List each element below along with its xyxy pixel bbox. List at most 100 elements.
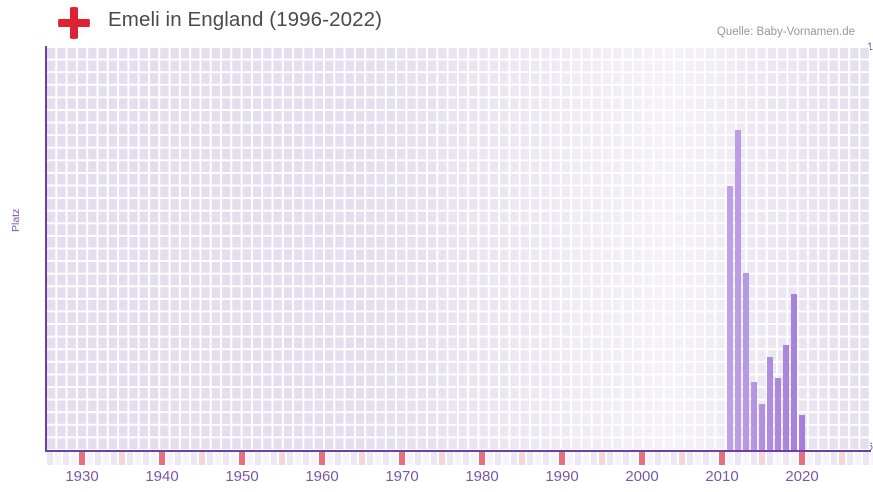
x-strip-decade-1940	[158, 452, 166, 465]
x-strip-cell-1977	[454, 452, 462, 465]
x-strip-cell-1941	[166, 452, 174, 465]
chart-header: Emeli in England (1996-2022) Quelle: Bab…	[0, 0, 873, 44]
england-flag-icon	[58, 7, 90, 39]
x-strip-cell-1939	[150, 452, 158, 465]
x-strip-cell-1976	[446, 452, 454, 465]
x-strip-cell-1988	[542, 452, 550, 465]
x-strip-cell-1961	[326, 452, 334, 465]
x-strip-decade-2010	[718, 452, 726, 465]
x-strip-cell-1956	[286, 452, 294, 465]
x-strip-cell-1996	[606, 452, 614, 465]
x-strip-cell-2016	[766, 452, 774, 465]
x-strip-decade-1990	[558, 452, 566, 465]
x-strip-cell-2024	[830, 452, 838, 465]
x-strip-cell-1997	[614, 452, 622, 465]
x-strip-cell-2014	[750, 452, 758, 465]
x-axis-year-strip	[46, 452, 873, 465]
bar-2019[interactable]	[790, 293, 798, 450]
x-strip-cell-1954	[270, 452, 278, 465]
x-strip-cell-1969	[390, 452, 398, 465]
x-strip-cell-1946	[206, 452, 214, 465]
flag-cross-vertical	[70, 7, 78, 39]
x-strip-cell-1936	[126, 452, 134, 465]
x-strip-cell-2011	[726, 452, 734, 465]
x-strip-cell-1962	[334, 452, 342, 465]
x-strip-half-decade-1985	[518, 452, 526, 465]
x-strip-cell-2009	[710, 452, 718, 465]
x-strip-cell-2028	[862, 452, 870, 465]
x-strip-cell-1966	[366, 452, 374, 465]
x-strip-cell-1937	[134, 452, 142, 465]
x-strip-cell-1931	[86, 452, 94, 465]
x-strip-cell-1947	[214, 452, 222, 465]
y-axis-line	[45, 46, 47, 451]
x-strip-cell-2006	[686, 452, 694, 465]
x-strip-half-decade-2025	[838, 452, 846, 465]
bar-2020[interactable]	[798, 414, 806, 450]
x-strip-cell-2001	[646, 452, 654, 465]
x-strip-cell-1951	[246, 452, 254, 465]
bar-2014[interactable]	[750, 382, 758, 450]
x-strip-cell-1942	[174, 452, 182, 465]
x-strip-cell-1948	[222, 452, 230, 465]
x-strip-cell-1952	[254, 452, 262, 465]
x-strip-cell-2018	[782, 452, 790, 465]
bar-2011[interactable]	[726, 185, 734, 450]
bar-2018[interactable]	[782, 344, 790, 450]
x-strip-cell-1926	[46, 452, 54, 465]
x-strip-decade-1960	[318, 452, 326, 465]
x-strip-half-decade-1935	[118, 452, 126, 465]
x-axis-tick-1970: 1970	[385, 468, 419, 485]
x-strip-cell-1932	[94, 452, 102, 465]
x-strip-cell-1974	[430, 452, 438, 465]
x-axis-tick-2000: 2000	[625, 468, 659, 485]
x-strip-cell-1971	[406, 452, 414, 465]
x-strip-cell-2012	[734, 452, 742, 465]
x-strip-cell-1991	[566, 452, 574, 465]
x-axis-tick-1960: 1960	[305, 468, 339, 485]
chart-title: Emeli in England (1996-2022)	[108, 8, 383, 31]
x-strip-decade-1930	[78, 452, 86, 465]
x-strip-cell-1938	[142, 452, 150, 465]
bar-2016[interactable]	[766, 356, 774, 450]
x-strip-cell-1993	[582, 452, 590, 465]
x-strip-cell-1972	[414, 452, 422, 465]
x-strip-cell-1958	[302, 452, 310, 465]
x-axis-tick-1930: 1930	[65, 468, 99, 485]
bar-2017[interactable]	[774, 378, 782, 450]
x-strip-half-decade-1955	[278, 452, 286, 465]
x-strip-cell-2003	[662, 452, 670, 465]
x-strip-cell-2029	[870, 452, 873, 465]
x-strip-cell-1986	[526, 452, 534, 465]
x-axis-tick-1980: 1980	[465, 468, 499, 485]
x-strip-cell-1973	[422, 452, 430, 465]
bar-2015[interactable]	[758, 403, 766, 450]
x-strip-cell-1989	[550, 452, 558, 465]
x-strip-cell-1949	[230, 452, 238, 465]
x-strip-cell-1963	[342, 452, 350, 465]
x-strip-cell-1933	[102, 452, 110, 465]
x-strip-cell-1934	[110, 452, 118, 465]
x-strip-cell-1959	[310, 452, 318, 465]
x-strip-half-decade-1945	[198, 452, 206, 465]
x-strip-cell-1927	[54, 452, 62, 465]
x-strip-cell-1999	[630, 452, 638, 465]
x-strip-cell-1998	[622, 452, 630, 465]
x-strip-cell-1981	[486, 452, 494, 465]
chart-source-label: Quelle: Baby-Vornamen.de	[716, 26, 855, 38]
x-strip-decade-2000	[638, 452, 646, 465]
bar-2013[interactable]	[742, 272, 750, 450]
x-strip-cell-2019	[790, 452, 798, 465]
x-strip-cell-2022	[814, 452, 822, 465]
x-strip-cell-1929	[70, 452, 78, 465]
x-strip-cell-2013	[742, 452, 750, 465]
x-strip-cell-1967	[374, 452, 382, 465]
bar-2012[interactable]	[734, 129, 742, 450]
x-strip-cell-1957	[294, 452, 302, 465]
x-strip-half-decade-1995	[598, 452, 606, 465]
y-axis-label: Platz	[10, 208, 22, 232]
x-axis-tick-2010: 2010	[705, 468, 739, 485]
x-strip-half-decade-2005	[678, 452, 686, 465]
x-strip-cell-2008	[702, 452, 710, 465]
x-strip-cell-1982	[494, 452, 502, 465]
